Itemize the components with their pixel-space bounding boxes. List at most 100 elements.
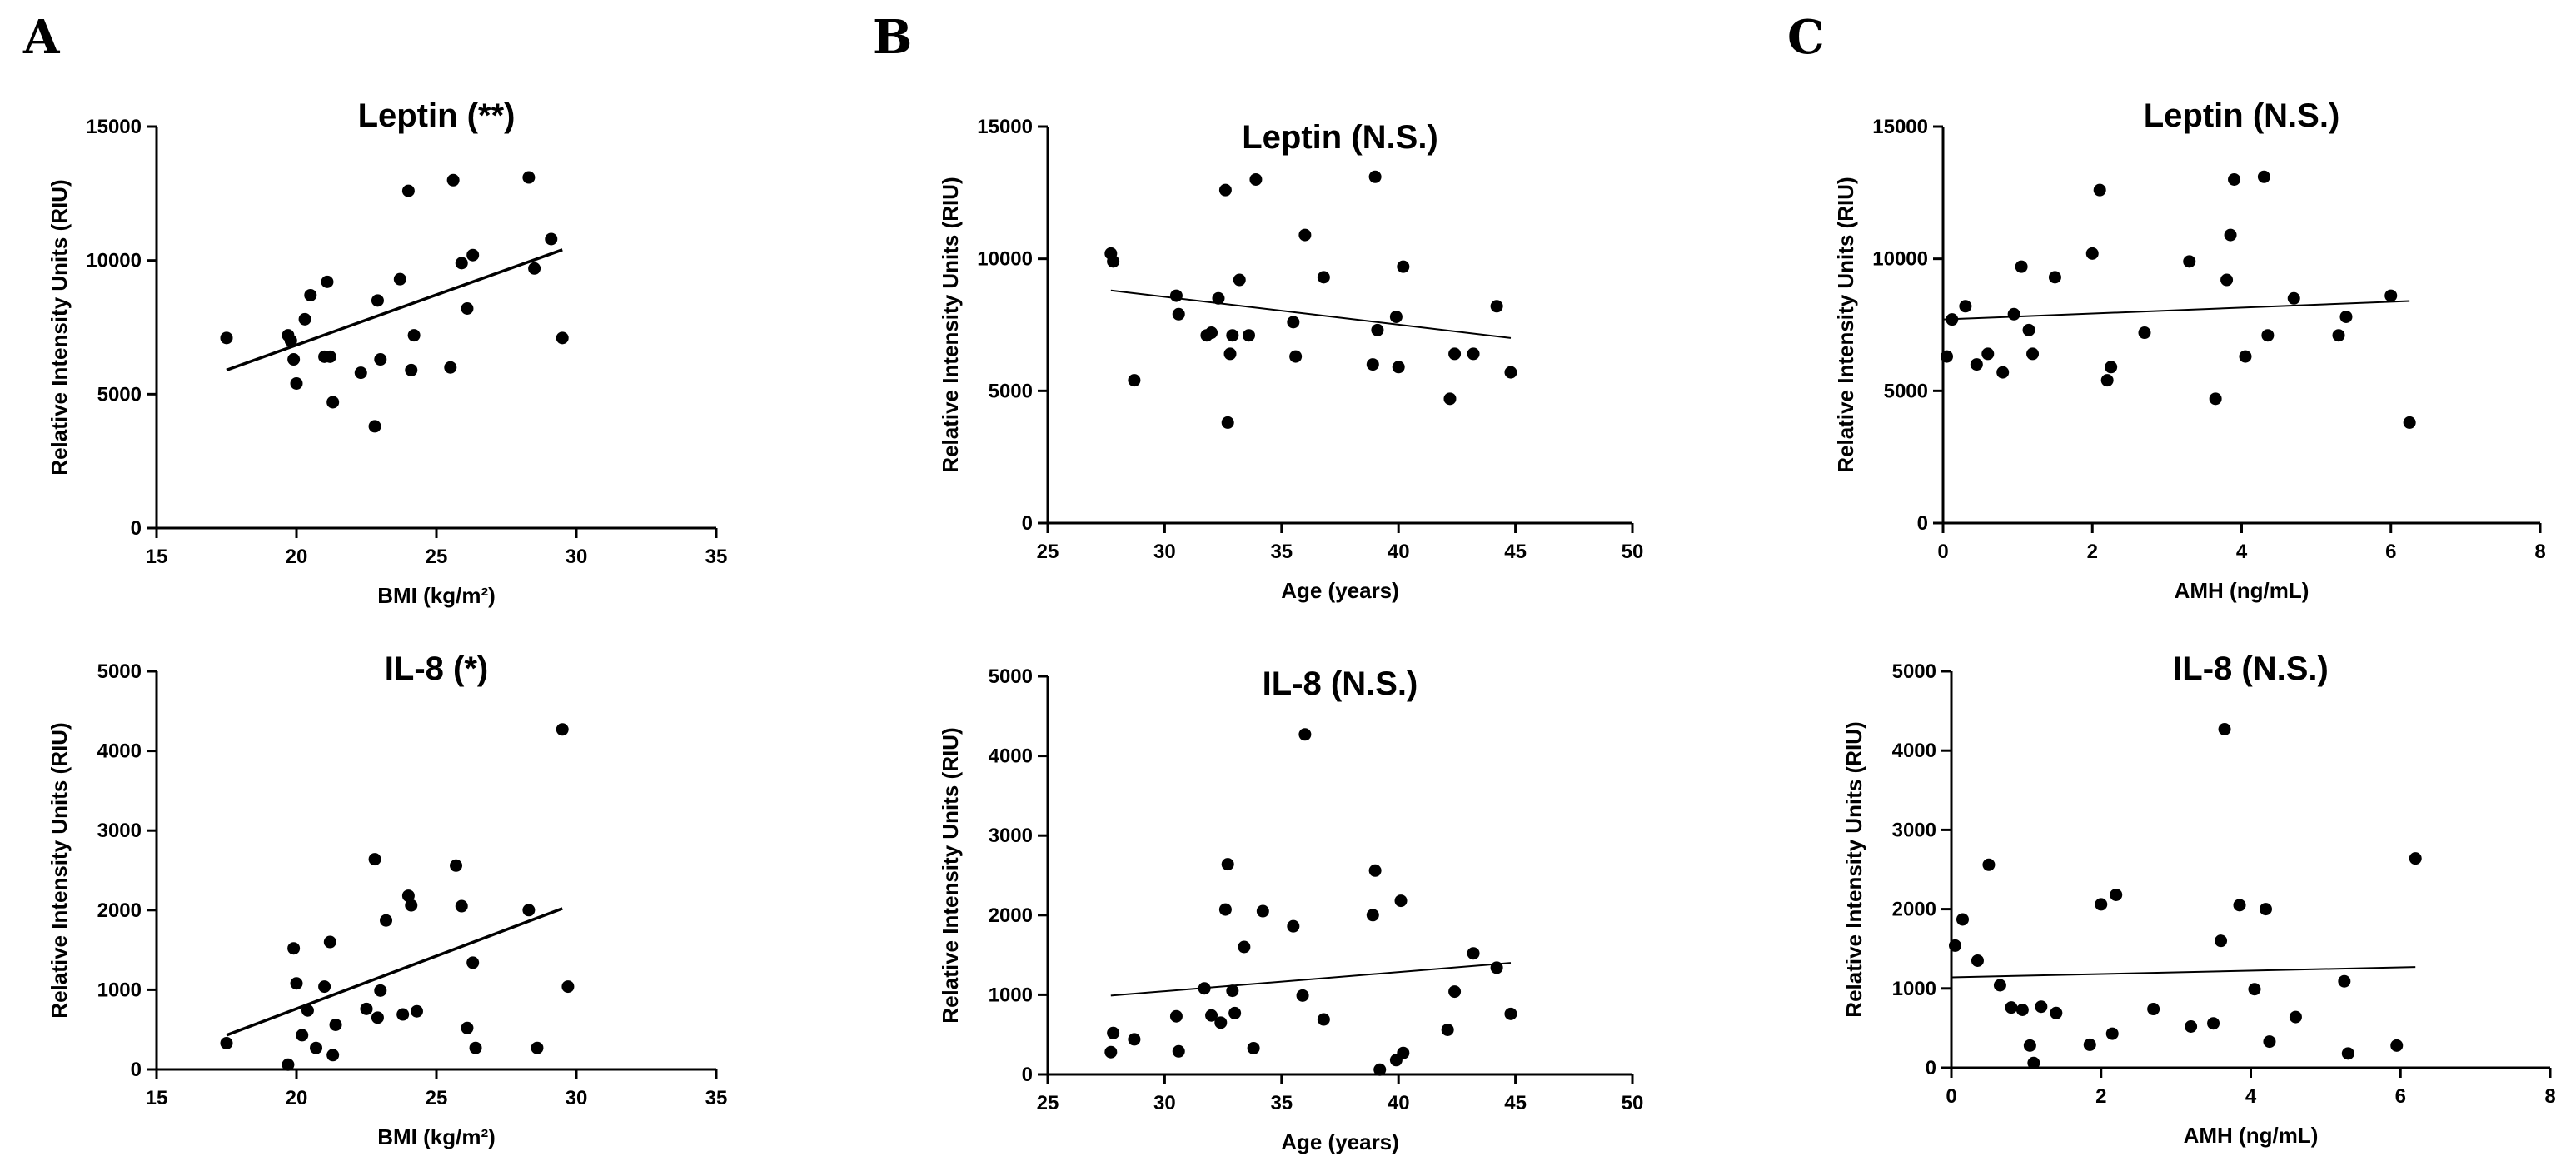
x-tick-label: 50 — [1622, 1092, 1644, 1114]
data-point — [1296, 989, 1309, 1002]
y-tick-label: 2000 — [97, 899, 142, 922]
data-point — [1221, 858, 1234, 871]
data-point — [1233, 273, 1246, 287]
x-tick-label: 2 — [2095, 1085, 2106, 1108]
x-tick-label: 8 — [2534, 541, 2545, 563]
data-point — [2409, 852, 2422, 865]
data-point — [2035, 1000, 2048, 1014]
x-tick-label: 25 — [1037, 1092, 1059, 1114]
data-point — [329, 1018, 342, 1031]
data-point — [368, 420, 381, 433]
x-tick-label: 20 — [286, 1087, 308, 1109]
data-point — [2050, 1006, 2063, 1019]
y-tick-label: 5000 — [989, 380, 1033, 402]
data-point — [444, 361, 457, 374]
data-point — [2083, 1038, 2096, 1051]
data-point — [2289, 1010, 2302, 1024]
x-tick-label: 35 — [705, 546, 728, 568]
data-point — [1218, 183, 1232, 197]
chart-title: Leptin (**) — [358, 97, 516, 134]
data-point — [301, 1004, 314, 1017]
data-point — [371, 1011, 384, 1024]
data-point — [2224, 228, 2237, 242]
data-point — [2085, 247, 2099, 260]
data-point — [1238, 940, 1251, 954]
data-point — [1223, 347, 1237, 361]
panel-letter-c: C — [1787, 10, 1825, 65]
data-point — [2183, 255, 2196, 268]
data-point — [1317, 271, 1330, 284]
data-point — [1107, 255, 1120, 268]
data-point — [466, 956, 480, 969]
y-tick-label: 0 — [1022, 1064, 1033, 1086]
data-point — [1221, 416, 1234, 429]
data-point — [1249, 172, 1263, 186]
data-point — [1366, 909, 1379, 922]
data-point — [2390, 1039, 2404, 1052]
x-tick-label: 30 — [1153, 541, 1176, 563]
data-point — [2339, 310, 2353, 323]
data-point — [1389, 310, 1403, 323]
y-tick-label: 5000 — [97, 660, 142, 683]
data-point — [2341, 1047, 2354, 1060]
y-tick-label: 4000 — [1892, 740, 1936, 762]
data-point — [287, 942, 301, 955]
data-point — [401, 889, 415, 903]
data-point — [1289, 350, 1303, 363]
data-point — [2257, 170, 2270, 183]
x-tick-label: 30 — [566, 546, 588, 568]
data-point — [290, 977, 303, 990]
data-point — [2105, 361, 2118, 374]
data-point — [2095, 898, 2108, 911]
data-point — [2287, 291, 2300, 305]
data-point — [455, 899, 468, 913]
chart-b2: 0 1000 2000 3000 4000 5000 25 30 35 40 45 50 IL-8 (N… — [938, 665, 1643, 1154]
x-tick-label: 0 — [1937, 541, 1948, 563]
y-axis-label: Relative Intensity Units (RIU) — [1841, 721, 1866, 1017]
chart-title: Leptin (N.S.) — [2144, 97, 2340, 134]
data-point — [1940, 350, 1953, 363]
data-point — [323, 935, 336, 949]
y-tick-label: 1000 — [1892, 978, 1936, 1000]
x-axis-label: Age (years) — [1281, 1129, 1399, 1154]
data-point — [1169, 1009, 1183, 1023]
data-point — [310, 1041, 323, 1054]
data-point — [380, 914, 393, 927]
data-point — [1443, 392, 1457, 406]
data-point — [2220, 273, 2234, 287]
chart-c1: 0 5000 10000 15000 0 2 4 6 8 Leptin (N.S.) AMH (ng… — [1833, 97, 2546, 603]
data-point — [405, 899, 418, 912]
data-point — [2105, 1027, 2119, 1040]
data-point — [2007, 307, 2020, 321]
data-point — [1242, 329, 1255, 342]
data-point — [368, 853, 381, 866]
data-point — [290, 376, 303, 390]
x-tick-label: 40 — [1388, 541, 1410, 563]
data-point — [1128, 1033, 1141, 1046]
data-point — [374, 984, 387, 997]
y-tick-label: 5000 — [989, 665, 1033, 688]
data-point — [1247, 1041, 1260, 1054]
data-point — [326, 1049, 340, 1062]
data-point — [393, 272, 406, 286]
data-point — [1198, 982, 1211, 995]
data-point — [2403, 416, 2416, 429]
data-point — [1467, 347, 1480, 361]
y-tick-label: 0 — [1022, 512, 1033, 535]
data-point — [2110, 888, 2123, 901]
data-point — [220, 1036, 233, 1049]
y-tick-label: 10000 — [1872, 248, 1928, 271]
x-tick-label: 25 — [1037, 541, 1059, 563]
data-point — [1205, 326, 1218, 340]
data-point — [1392, 361, 1405, 374]
data-point — [1448, 347, 1462, 361]
data-point — [2215, 934, 2228, 948]
data-point — [1394, 894, 1408, 908]
data-point — [1397, 260, 1410, 273]
data-point — [2263, 1035, 2276, 1049]
data-point — [318, 980, 331, 994]
data-point — [396, 1008, 410, 1021]
data-point — [1490, 300, 1503, 313]
